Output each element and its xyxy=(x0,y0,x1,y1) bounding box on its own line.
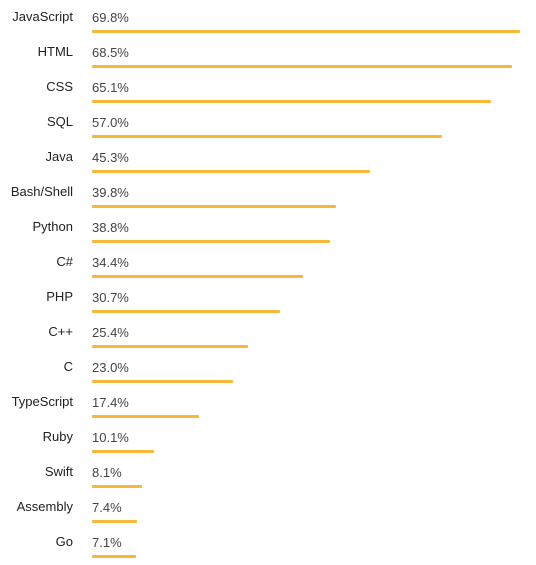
bar xyxy=(92,240,330,243)
bar-row: C 23.0% xyxy=(0,355,536,390)
value-label: 68.5% xyxy=(92,45,129,60)
bar xyxy=(92,520,138,523)
bar xyxy=(92,275,303,278)
bar-row: Python 38.8% xyxy=(0,215,536,250)
category-label: Swift xyxy=(44,464,73,479)
value-label: 57.0% xyxy=(92,115,129,130)
value-label: 25.4% xyxy=(92,325,129,340)
value-label: 38.8% xyxy=(92,220,129,235)
bar-row: Go 7.1% xyxy=(0,530,536,565)
value-label: 10.1% xyxy=(92,430,129,445)
bar-row: TypeScript 17.4% xyxy=(0,390,536,425)
bar xyxy=(92,345,248,348)
category-label: Python xyxy=(32,219,73,234)
category-label: Ruby xyxy=(42,429,73,444)
category-label: CSS xyxy=(46,79,73,94)
category-label: C# xyxy=(56,254,73,269)
value-label: 69.8% xyxy=(92,10,129,25)
value-label: 23.0% xyxy=(92,360,129,375)
category-label: Assembly xyxy=(16,499,73,514)
bar xyxy=(92,555,136,558)
bar-row: Assembly 7.4% xyxy=(0,495,536,530)
bar-row: Ruby 10.1% xyxy=(0,425,536,460)
bar-row: HTML 68.5% xyxy=(0,40,536,75)
value-label: 17.4% xyxy=(92,395,129,410)
bar-row: JavaScript 69.8% xyxy=(0,5,536,40)
bar xyxy=(92,450,154,453)
category-label: Bash/Shell xyxy=(10,184,73,199)
bar-row: CSS 65.1% xyxy=(0,75,536,110)
value-label: 65.1% xyxy=(92,80,129,95)
bar xyxy=(92,485,142,488)
bar-row: Swift 8.1% xyxy=(0,460,536,495)
bar xyxy=(92,205,337,208)
bar xyxy=(92,415,199,418)
category-label: Go xyxy=(55,534,73,549)
category-label: C++ xyxy=(48,324,73,339)
value-label: 8.1% xyxy=(92,465,122,480)
bar xyxy=(92,380,234,383)
value-label: 30.7% xyxy=(92,290,129,305)
value-label: 7.1% xyxy=(92,535,122,550)
bar-row: Java 45.3% xyxy=(0,145,536,180)
bar xyxy=(92,135,442,138)
value-label: 39.8% xyxy=(92,185,129,200)
bar xyxy=(92,310,281,313)
category-label: Java xyxy=(45,149,73,164)
value-label: 45.3% xyxy=(92,150,129,165)
bar-row: SQL 57.0% xyxy=(0,110,536,145)
bar xyxy=(92,170,370,173)
bar xyxy=(92,100,492,103)
category-label: HTML xyxy=(37,44,73,59)
bar-row: C# 34.4% xyxy=(0,250,536,285)
category-label: TypeScript xyxy=(11,394,73,409)
category-label: C xyxy=(63,359,73,374)
category-label: SQL xyxy=(46,114,73,129)
bar xyxy=(92,30,520,33)
bar-row: C++ 25.4% xyxy=(0,320,536,355)
bar-row: Bash/Shell 39.8% xyxy=(0,180,536,215)
bar-row: PHP 30.7% xyxy=(0,285,536,320)
category-label: JavaScript xyxy=(12,9,73,24)
value-label: 7.4% xyxy=(92,500,122,515)
value-label: 34.4% xyxy=(92,255,129,270)
category-label: PHP xyxy=(46,289,73,304)
bar xyxy=(92,65,513,68)
